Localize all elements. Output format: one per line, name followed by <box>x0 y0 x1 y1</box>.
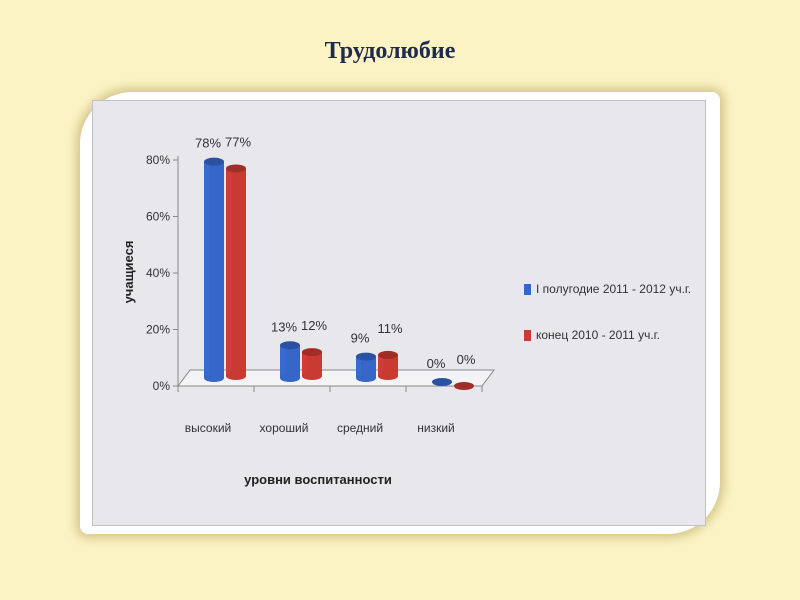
y-tick-label: 80% <box>146 153 170 167</box>
y-axis-title: учащиеся <box>121 241 136 304</box>
chart-floor <box>177 369 495 387</box>
chart-legend: I полугодие 2011 - 2012 уч.г. конец 2010 … <box>524 282 691 342</box>
bar-highlight <box>356 356 361 378</box>
data-label: 13% <box>271 319 297 334</box>
bar-highlight <box>302 352 307 376</box>
bar-base <box>226 372 246 380</box>
bar-base <box>302 372 322 380</box>
bar-base <box>204 374 224 382</box>
bar-top <box>378 350 398 359</box>
x-tick-label: хороший <box>260 421 309 435</box>
y-tick-label: 40% <box>146 266 170 280</box>
bar-body <box>204 161 224 378</box>
data-label: 11% <box>377 321 402 336</box>
legend-swatch <box>524 284 531 295</box>
bar-body <box>378 354 398 376</box>
bar-body <box>280 345 300 378</box>
bar-base <box>280 374 300 382</box>
bar-top <box>356 352 376 361</box>
bar-top <box>302 348 322 357</box>
bar-highlight <box>204 161 209 378</box>
chart-labels: 78% 13% 9% 0% 77% 12% 11% 0% <box>195 134 476 371</box>
data-label: 78% <box>195 136 221 151</box>
data-label: 12% <box>301 318 327 333</box>
legend-label: I полугодие 2011 - 2012 уч.г. <box>536 282 691 296</box>
x-tick-label: средний <box>337 421 383 435</box>
bar-top <box>226 164 246 173</box>
bar-top <box>204 157 224 166</box>
y-tick-label: 0% <box>153 379 171 393</box>
bar-base <box>356 374 376 382</box>
data-label: 0% <box>457 352 476 367</box>
x-tick-label: высокий <box>185 421 231 435</box>
bar-highlight <box>226 168 231 376</box>
bar-highlight <box>280 345 285 378</box>
data-label: 9% <box>351 331 370 346</box>
x-axis-title: уровни воспитанности <box>244 472 392 487</box>
y-tick-label: 20% <box>146 323 170 337</box>
y-tick-label: 60% <box>146 210 170 224</box>
slide-title: Трудолюбие <box>324 38 456 64</box>
legend-label: конец 2010 - 2011 уч.г. <box>536 328 660 342</box>
bar-top <box>454 382 474 390</box>
chart-area <box>92 100 706 526</box>
bar-top <box>432 378 452 386</box>
legend-swatch <box>524 330 531 341</box>
bar-body <box>302 352 322 376</box>
bar-base <box>378 372 398 380</box>
bar-top <box>280 341 300 350</box>
chart-bars <box>204 157 474 390</box>
bar-body <box>356 356 376 378</box>
chart-axes: 0% 20% 40% 60% 80% высокий хороший средний низки… <box>146 153 495 435</box>
bar-highlight <box>378 354 383 376</box>
x-tick-label: низкий <box>417 421 455 435</box>
data-label: 0% <box>427 356 446 371</box>
data-label: 77% <box>225 134 251 149</box>
bar-body <box>226 168 246 376</box>
